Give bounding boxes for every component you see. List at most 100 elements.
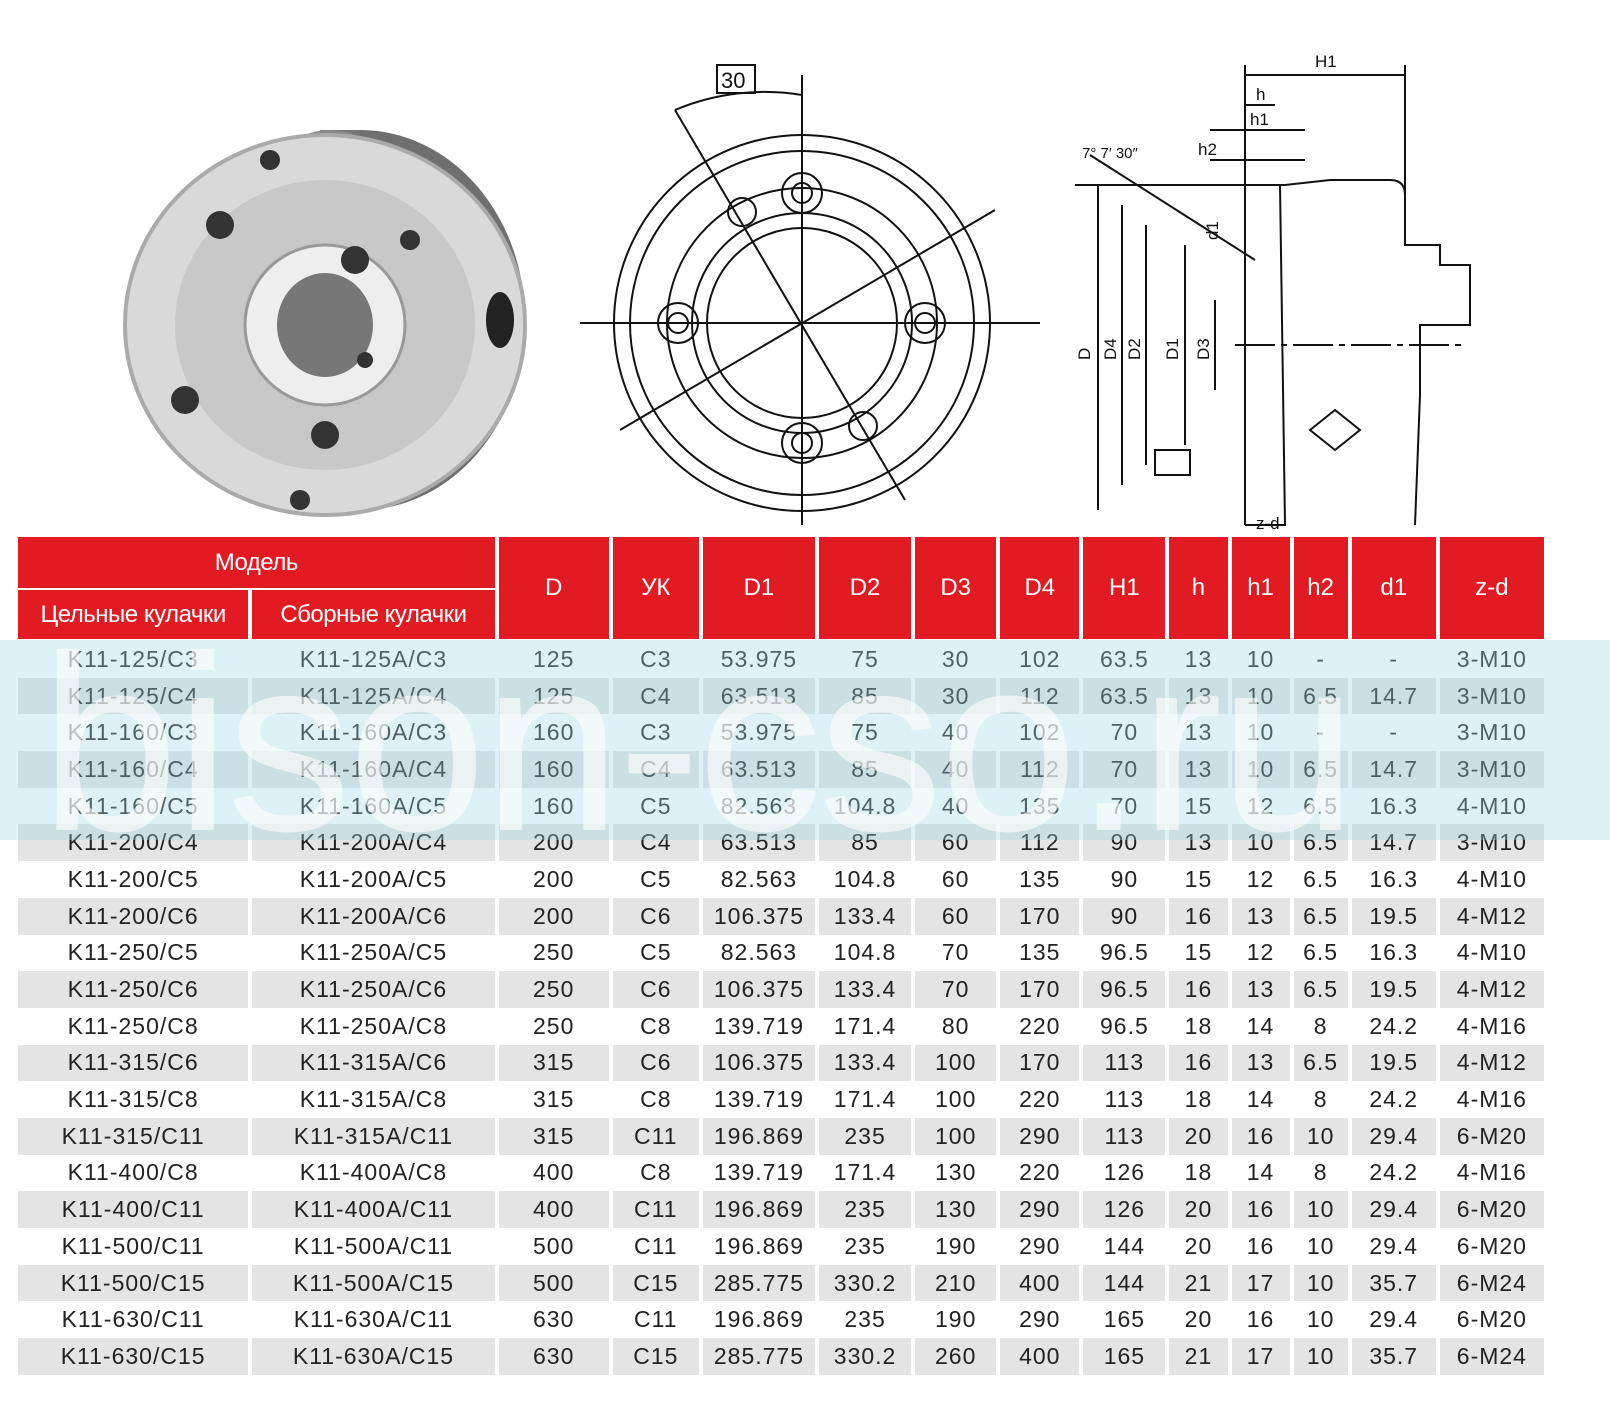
table-cell: 14.7 bbox=[1351, 677, 1440, 715]
table-cell: 70 bbox=[1083, 787, 1170, 825]
table-cell: 400 bbox=[1000, 1338, 1084, 1375]
table-cell: 220 bbox=[1000, 1007, 1084, 1045]
table-cell: C5 bbox=[613, 934, 703, 972]
table-cell: 70 bbox=[915, 971, 1001, 1008]
table-cell: 15 bbox=[1169, 934, 1232, 972]
table-cell: K11-200/C4 bbox=[18, 824, 253, 862]
table-cell: 104.8 bbox=[819, 861, 916, 898]
table-cell: C8 bbox=[613, 1154, 703, 1192]
table-cell: 4-M12 bbox=[1439, 897, 1548, 935]
dim-D2: D2 bbox=[1125, 338, 1144, 360]
table-cell: 60 bbox=[915, 897, 1001, 935]
table-cell: 125 bbox=[499, 641, 613, 678]
table-cell: 13 bbox=[1169, 641, 1232, 678]
table-cell: 630 bbox=[499, 1301, 613, 1339]
table-cell: 104.8 bbox=[819, 787, 916, 825]
table-cell: 19.5 bbox=[1351, 1044, 1440, 1082]
table-cell: 12 bbox=[1232, 861, 1294, 898]
table-cell: 14 bbox=[1232, 1007, 1294, 1045]
table-cell: 14 bbox=[1232, 1081, 1294, 1118]
col-header: D2 bbox=[819, 537, 916, 641]
table-cell: 21 bbox=[1169, 1264, 1232, 1302]
table-cell: 15 bbox=[1169, 787, 1232, 825]
table-cell: 4-M10 bbox=[1440, 787, 1548, 825]
table-cell: 100 bbox=[915, 1081, 1001, 1118]
table-row: K11-200/C4 K11-200A/C4 200 C4 63.513 85 60 112 9… bbox=[18, 824, 1548, 862]
table-cell: K11-160A/C5 bbox=[252, 787, 499, 825]
table-cell: 16 bbox=[1231, 1117, 1294, 1155]
table-cell: 10 bbox=[1232, 714, 1294, 752]
table-cell: 4-M10 bbox=[1440, 861, 1548, 898]
col-header: z-d bbox=[1439, 537, 1548, 641]
table-cell: 196.869 bbox=[703, 1228, 819, 1265]
table-cell: 70 bbox=[1083, 751, 1170, 788]
table-cell: 14.7 bbox=[1351, 751, 1440, 788]
table-cell: K11-125/C3 bbox=[18, 641, 253, 678]
table-cell: 10 bbox=[1293, 1191, 1352, 1228]
table-cell: 4-M12 bbox=[1439, 971, 1548, 1008]
table-cell: 330.2 bbox=[819, 1338, 916, 1375]
table-cell: 135 bbox=[1000, 861, 1084, 898]
table-cell: 171.4 bbox=[819, 1007, 916, 1045]
table-cell: 500 bbox=[499, 1228, 613, 1265]
table-cell: 8 bbox=[1294, 1007, 1352, 1045]
table-cell: 170 bbox=[1000, 1044, 1084, 1082]
table-cell: 70 bbox=[1083, 714, 1170, 752]
table-cell: 190 bbox=[915, 1228, 1001, 1265]
table-cell: K11-250A/C6 bbox=[252, 971, 499, 1008]
table-cell: 6-M20 bbox=[1439, 1191, 1548, 1228]
table-cell: 112 bbox=[1000, 751, 1084, 788]
table-cell: 290 bbox=[1000, 1301, 1084, 1339]
table-cell: 139.719 bbox=[703, 1081, 819, 1118]
table-cell: K11-400A/C8 bbox=[252, 1154, 499, 1192]
assembled-jaws-header: Сборные кулачки bbox=[252, 590, 499, 641]
table-cell: 75 bbox=[819, 714, 916, 752]
table-cell: 16 bbox=[1231, 1191, 1294, 1228]
table-row: K11-500/C15 K11-500A/C15 500 C15 285.775 330.… bbox=[18, 1264, 1548, 1302]
table-cell: - bbox=[1294, 641, 1352, 678]
table-cell: 250 bbox=[498, 971, 613, 1008]
table-cell: - bbox=[1352, 641, 1440, 678]
table-cell: 8 bbox=[1294, 1154, 1352, 1192]
table-row: K11-160/C3 K11-160A/C3 160 C3 53.975 75 40 102 7… bbox=[18, 714, 1548, 752]
table-cell: 3-M10 bbox=[1440, 714, 1548, 752]
table-cell: 250 bbox=[499, 934, 613, 972]
table-cell: 21 bbox=[1169, 1338, 1232, 1375]
table-row: K11-630/C15 K11-630A/C15 630 C15 285.775 330.… bbox=[18, 1338, 1548, 1375]
col-header: D4 bbox=[1000, 537, 1084, 641]
table-cell: 210 bbox=[915, 1264, 1001, 1302]
table-cell: C3 bbox=[613, 714, 703, 752]
table-cell: 160 bbox=[499, 787, 613, 825]
angle-label: 30 bbox=[721, 68, 745, 93]
table-cell: K11-500/C11 bbox=[18, 1228, 253, 1265]
table-cell: 3-M10 bbox=[1439, 824, 1548, 862]
table-cell: K11-630/C11 bbox=[18, 1301, 253, 1339]
col-header: D3 bbox=[915, 537, 1001, 641]
table-cell: 196.869 bbox=[702, 1191, 819, 1228]
table-cell: K11-315/C11 bbox=[18, 1117, 253, 1155]
table-cell: 170 bbox=[1000, 897, 1084, 935]
table-cell: 196.869 bbox=[702, 1117, 819, 1155]
table-row: K11-315/C11 K11-315A/C11 315 C11 196.869 235 1… bbox=[18, 1117, 1548, 1155]
table-row: K11-250/C5 K11-250A/C5 250 C5 82.563 104.8 70 1… bbox=[18, 934, 1548, 972]
dim-d1: d1 bbox=[1203, 221, 1222, 240]
table-cell: 290 bbox=[1000, 1228, 1084, 1265]
table-cell: 6.5 bbox=[1294, 934, 1352, 972]
table-cell: 16 bbox=[1232, 1228, 1294, 1265]
table-cell: K11-160/C5 bbox=[18, 787, 253, 825]
table-cell: - bbox=[1294, 714, 1352, 752]
table-cell: 14 bbox=[1232, 1154, 1294, 1192]
dim-D1: D1 bbox=[1163, 338, 1182, 360]
table-cell: K11-160/C3 bbox=[18, 714, 253, 752]
table-cell: 290 bbox=[1000, 1191, 1084, 1228]
table-cell: 235 bbox=[819, 1117, 916, 1155]
col-header: h1 bbox=[1231, 537, 1294, 641]
table-cell: 29.4 bbox=[1352, 1301, 1440, 1339]
table-cell: 18 bbox=[1169, 1007, 1232, 1045]
table-cell: 29.4 bbox=[1351, 1191, 1440, 1228]
table-cell: 165 bbox=[1083, 1338, 1170, 1375]
table-cell: 63.513 bbox=[702, 677, 819, 715]
table-cell: 113 bbox=[1083, 1117, 1170, 1155]
table-cell: K11-200A/C5 bbox=[252, 861, 499, 898]
table-cell: 35.7 bbox=[1351, 1264, 1440, 1302]
